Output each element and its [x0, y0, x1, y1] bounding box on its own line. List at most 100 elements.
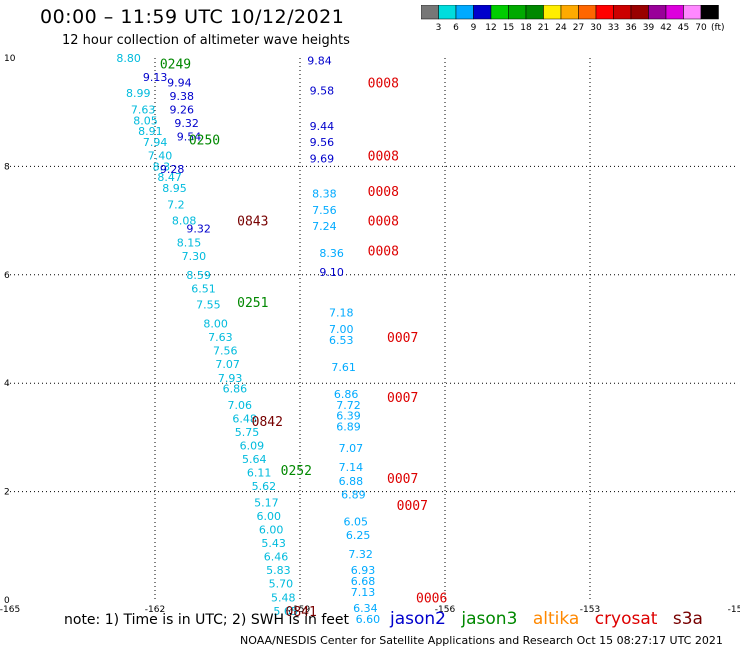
data-point-label: 8.99	[126, 87, 151, 100]
colorbar-swatch	[525, 5, 544, 20]
data-point-label: 8.80	[116, 52, 141, 65]
colorbar-swatch	[490, 5, 509, 20]
colorbar-swatch	[508, 5, 527, 20]
data-point-label: 9.58	[310, 85, 335, 98]
data-point-label: 8.36	[319, 247, 344, 260]
data-point-label: 5.83	[266, 564, 291, 577]
data-point-label: 7.32	[348, 548, 373, 561]
data-point-label: 8.3	[153, 160, 171, 173]
data-point-label: 6.46	[264, 551, 289, 564]
data-point-label: 6.05	[344, 515, 369, 528]
data-point-label: 5.17	[254, 496, 278, 509]
data-point-label: 7.55	[196, 299, 221, 312]
data-point-label: 8.05	[133, 114, 158, 127]
data-point-label: 6.93	[351, 564, 376, 577]
data-point-label: 7.93	[218, 372, 243, 385]
data-point-label: 9.38	[170, 90, 195, 103]
data-point-label: 7.14	[339, 461, 364, 474]
pass-time-label: 0008	[368, 185, 399, 200]
data-point-label: 5.48	[271, 591, 296, 604]
pass-time-label: 0841	[286, 605, 317, 620]
data-point-label: 7.07	[215, 358, 240, 371]
pass-time-label: 0008	[368, 244, 399, 259]
data-point-label: 7.13	[351, 586, 376, 599]
colorbar-swatch	[438, 5, 457, 20]
pass-time-label: 0008	[368, 76, 399, 91]
pass-time-label: 0842	[252, 415, 283, 430]
x-tick-label: -156	[435, 605, 456, 615]
data-point-label: 9.54	[177, 131, 202, 144]
data-point-label: 9.84	[307, 55, 332, 68]
colorbar-tick-label: 36	[625, 23, 637, 33]
y-tick-label: 4	[4, 379, 10, 389]
colorbar-tick-label: 3	[436, 23, 442, 33]
data-point-label: 6.25	[346, 529, 371, 542]
data-point-label: 7.61	[331, 361, 356, 374]
colorbar-swatch	[683, 5, 702, 20]
data-point-label: 7.00	[329, 323, 354, 336]
data-point-label: 6.53	[329, 334, 354, 347]
chart-subtitle: 12 hour collection of altimeter wave hei…	[62, 33, 350, 48]
colorbar-swatch	[630, 5, 649, 20]
data-point-label: 9.56	[310, 136, 335, 149]
data-point-label: 6.39	[336, 410, 361, 423]
data-point-label: 9.10	[319, 266, 344, 279]
data-point-label: 6.86	[223, 383, 248, 396]
pass-time-label: 0007	[387, 391, 418, 406]
data-point-label: 7.72	[336, 399, 361, 412]
data-point-label: 6.09	[240, 440, 264, 453]
colorbar-tick-label: 39	[643, 23, 655, 33]
data-point-label: 9.32	[174, 117, 199, 130]
data-point-label: 9.94	[167, 76, 192, 89]
colorbar-tick-label: 18	[520, 23, 532, 33]
legend-jason2: jason2	[390, 609, 446, 629]
legend-s3a: s3a	[672, 609, 703, 629]
colorbar-tick-label: 70	[695, 23, 707, 33]
data-point-label: 7.63	[131, 103, 156, 116]
colorbar-tick-label: 9	[471, 23, 477, 33]
colorbar-tick-label: 24	[555, 23, 567, 33]
footer-credit: NOAA/NESDIS Center for Satellite Applica…	[240, 634, 723, 647]
colorbar-swatch	[421, 5, 439, 20]
data-point-label: 9.44	[310, 120, 335, 133]
colorbar-swatch	[648, 5, 667, 20]
data-point-label: 8.59	[186, 269, 211, 282]
colorbar-tick-label: 33	[608, 23, 619, 33]
data-point-label: 6.00	[257, 510, 282, 523]
colorbar-tick-label: 27	[573, 23, 584, 33]
data-point-label: 7.94	[143, 136, 168, 149]
colorbar-swatch	[595, 5, 614, 20]
data-point-label: 8.95	[162, 182, 187, 195]
pass-time-label: 0008	[368, 215, 399, 230]
colorbar-tick-label: 42	[660, 23, 671, 33]
data-point-label: 6.86	[334, 388, 359, 401]
data-point-label: 7.56	[312, 204, 337, 217]
data-point-label: 9.32	[186, 223, 211, 236]
data-point-label: 6.89	[341, 488, 366, 501]
data-point-label: 5.65	[273, 605, 298, 618]
data-point-label: 6.51	[191, 282, 216, 295]
data-point-label: 6.11	[247, 467, 271, 480]
data-point-label: 7.24	[312, 220, 337, 233]
data-point-label: 8.08	[172, 215, 197, 228]
colorbar-swatch	[700, 5, 719, 20]
data-point-label: 7.30	[182, 250, 207, 263]
pass-time-label: 0006	[416, 591, 447, 606]
data-point-label: 7.06	[228, 399, 253, 412]
legend-jason3: jason3	[461, 609, 518, 629]
colorbar-tick-label: 6	[453, 23, 459, 33]
data-point-label: 6.34	[353, 602, 378, 615]
colorbar-tick-label: 15	[503, 23, 514, 33]
x-tick-label: -162	[145, 605, 165, 615]
pass-time-label: 0252	[281, 464, 312, 479]
data-point-label: 5.62	[252, 480, 277, 493]
data-point-label: 9.13	[143, 71, 168, 84]
colorbar-unit-label: (ft)	[711, 23, 725, 33]
footer-note: note: 1) Time is in UTC; 2) SWH is in fe…	[64, 612, 350, 628]
pass-time-label: 0249	[160, 57, 191, 72]
chart-title: 00:00 – 11:59 UTC 10/12/2021	[40, 6, 345, 28]
y-tick-label: 10	[4, 54, 16, 64]
data-point-label: 7.18	[329, 307, 354, 320]
data-point-label: 6.88	[339, 475, 364, 488]
